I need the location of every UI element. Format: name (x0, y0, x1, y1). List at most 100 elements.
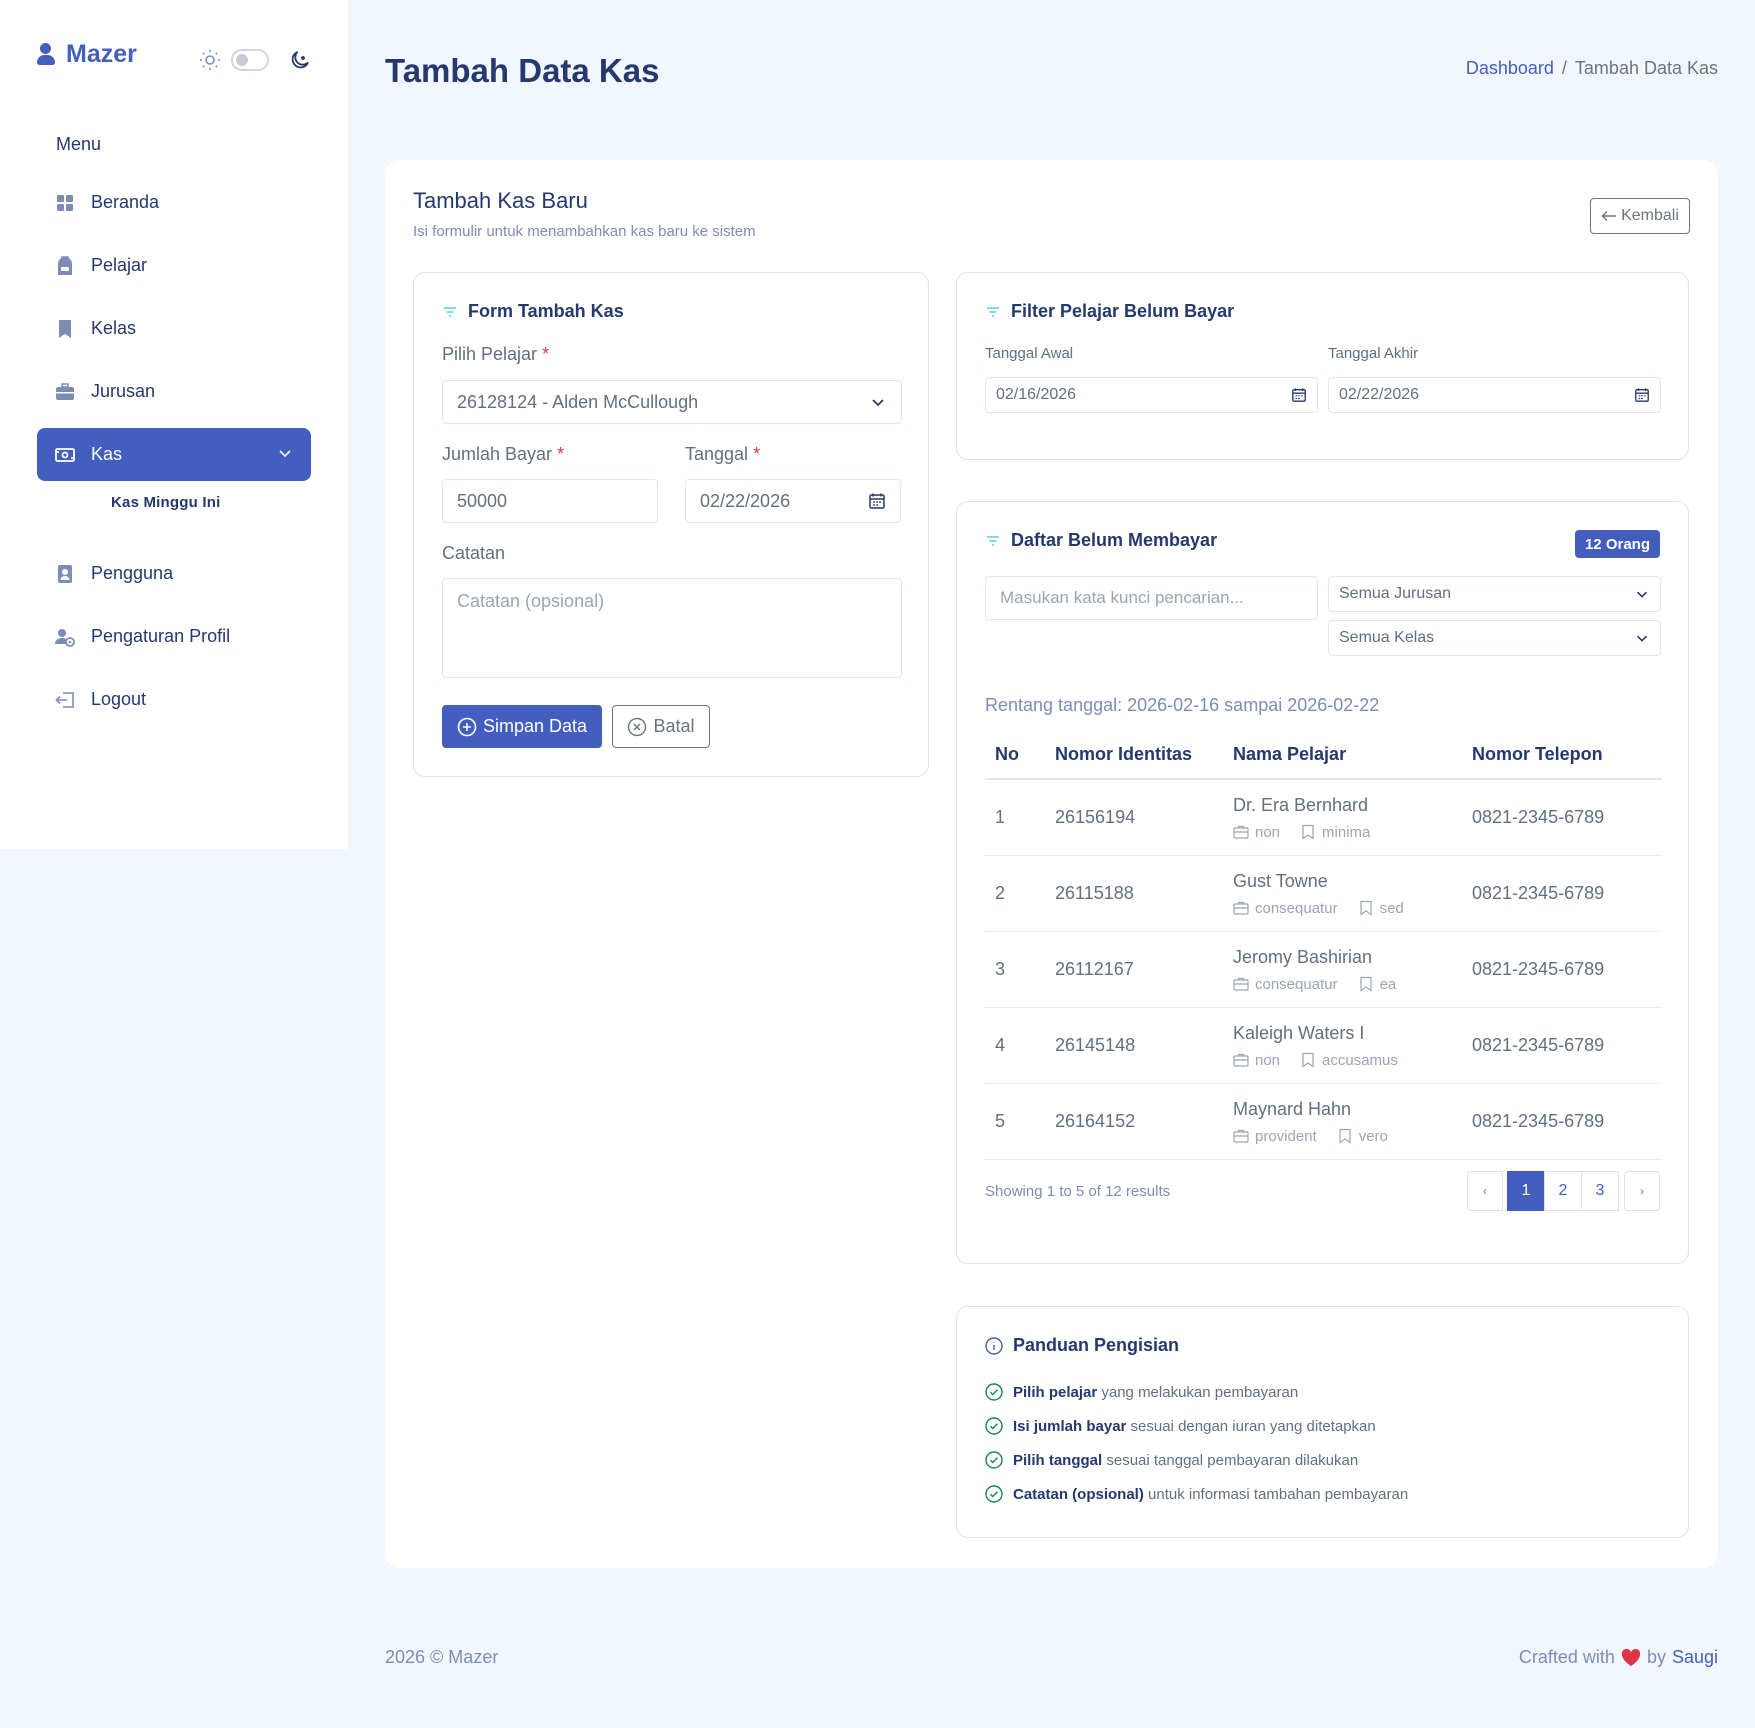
cancel-button[interactable]: Batal (612, 705, 710, 748)
sidebar: Mazer Menu Beranda Pelajar (0, 0, 348, 849)
sidebar-item-pengaturan-profil[interactable]: Pengaturan Profil (37, 610, 311, 663)
student-name: Jeromy Bashirian (1233, 946, 1373, 967)
student-label: Pilih Pelajar * (442, 344, 549, 365)
student-class: accusamus (1322, 1051, 1398, 1069)
guide-panel: Panduan Pengisian Pilih pelajar yang mel… (956, 1306, 1689, 1538)
x-circle-icon (628, 717, 647, 736)
form-panel: Form Tambah Kas Pilih Pelajar * 26128124… (413, 272, 929, 777)
sidebar-item-jurusan[interactable]: Jurusan (37, 365, 311, 418)
column-header-no: No (995, 743, 1019, 764)
guide-item: Pilih tanggal sesuai tanggal pembayaran … (985, 1443, 1408, 1477)
check-circle-icon (985, 1485, 1003, 1503)
table-row: 2 26115188 Gust Towne consequatur sed 08… (985, 856, 1662, 932)
student-major: consequatur (1255, 899, 1338, 917)
student-major: non (1255, 1051, 1281, 1069)
start-date-input[interactable]: 02/16/2026 (985, 377, 1318, 413)
row-phone: 0821-2345-6789 (1472, 883, 1605, 903)
bookmark-icon (55, 319, 75, 339)
row-name-cell: Kaleigh Waters I non accusamus (1233, 1023, 1472, 1069)
student-label-text: Pilih Pelajar (442, 344, 538, 364)
date-label: Tanggal * (685, 444, 760, 465)
backpack-icon (55, 255, 75, 276)
briefcase-icon (1233, 1129, 1249, 1143)
row-id: 26156194 (1055, 807, 1136, 827)
guide-item: Isi jumlah bayar sesuai dengan iuran yan… (985, 1409, 1408, 1443)
pagination-page-3[interactable]: 3 (1581, 1171, 1619, 1211)
sidebar-item-label: Pengguna (91, 563, 174, 583)
row-id: 26145148 (1055, 1035, 1136, 1055)
amount-label: Jumlah Bayar * (442, 444, 564, 465)
major-select[interactable]: Semua Jurusan (1328, 576, 1661, 612)
submenu-item-kas-minggu-ini[interactable]: Kas Minggu Ini (37, 481, 311, 523)
major-select-value: Semua Jurusan (1339, 585, 1452, 602)
student-class: sed (1379, 899, 1404, 917)
unpaid-table: No Nomor Identitas Nama Pelajar Nomor Te… (985, 730, 1662, 1160)
guide-item-bold: Isi jumlah bayar (1013, 1417, 1127, 1435)
chevron-down-icon (1636, 635, 1648, 642)
footer-crafted-text: Crafted with (1518, 1647, 1615, 1667)
moon-icon (291, 51, 309, 69)
sidebar-item-beranda[interactable]: Beranda (37, 176, 311, 229)
guide-item-bold: Catatan (opsional) (1013, 1485, 1144, 1503)
search-input[interactable]: Masukan kata kunci pencarian... (985, 576, 1318, 620)
amount-input[interactable]: 50000 (442, 479, 658, 523)
sidebar-item-pelajar[interactable]: Pelajar (37, 239, 311, 292)
class-select-value: Semua Kelas (1339, 629, 1435, 646)
pagination-page-2[interactable]: 2 (1544, 1171, 1582, 1211)
sidebar-item-label: Kas (91, 444, 123, 464)
person-logo-icon (36, 42, 56, 67)
briefcase-icon (1233, 977, 1249, 991)
pagination-page-1[interactable]: 1 (1507, 1171, 1545, 1211)
filter-title-text: Filter Pelajar Belum Bayar (1011, 301, 1235, 321)
row-id: 26164152 (1055, 1111, 1136, 1131)
briefcase-icon (1233, 825, 1249, 839)
pagination-next[interactable]: › (1624, 1171, 1660, 1211)
search-placeholder: Masukan kata kunci pencarian... (1000, 588, 1244, 607)
back-button[interactable]: Kembali (1590, 198, 1690, 234)
sidebar-item-kelas[interactable]: Kelas (37, 302, 311, 355)
footer-author-link[interactable]: Saugi (1671, 1647, 1718, 1667)
page-title: Tambah Data Kas (385, 52, 660, 89)
calendar-icon[interactable] (868, 492, 886, 510)
end-date-input[interactable]: 02/22/2026 (1328, 377, 1661, 413)
row-name-cell: Dr. Era Bernhard non minima (1233, 795, 1472, 841)
arrow-left-icon (1601, 211, 1617, 221)
check-circle-icon (985, 1383, 1003, 1401)
row-no: 1 (995, 807, 1006, 827)
sidebar-item-pengguna[interactable]: Pengguna (37, 547, 311, 600)
date-input[interactable]: 02/22/2026 (685, 479, 901, 523)
date-range-text: Rentang tanggal: 2026-02-16 sampai 2026-… (985, 695, 1380, 715)
calendar-icon[interactable] (1634, 387, 1650, 403)
student-class: minima (1322, 823, 1371, 841)
start-date-value: 02/16/2026 (996, 386, 1077, 403)
sidebar-nav: Beranda Pelajar Kelas Jurusan Kas (37, 176, 311, 736)
row-no: 5 (995, 1111, 1006, 1131)
note-textarea[interactable]: Catatan (opsional) (442, 578, 902, 678)
filter-icon (987, 306, 999, 317)
form-title-text: Form Tambah Kas (468, 301, 624, 321)
student-major: provident (1255, 1127, 1317, 1145)
save-button[interactable]: Simpan Data (442, 705, 602, 748)
sidebar-item-logout[interactable]: Logout (37, 673, 311, 726)
card-subtitle: Isi formulir untuk menambahkan kas baru … (413, 223, 756, 240)
footer-copyright: 2026 © Mazer (385, 1647, 499, 1667)
student-name: Kaleigh Waters I (1233, 1022, 1365, 1043)
amount-label-text: Jumlah Bayar (442, 444, 553, 464)
required-mark: * (753, 444, 761, 464)
calendar-icon[interactable] (1291, 387, 1307, 403)
sidebar-item-kas[interactable]: Kas (37, 428, 311, 481)
dark-mode-switch[interactable] (231, 49, 269, 71)
guide-item: Catatan (opsional) untuk informasi tamba… (985, 1477, 1408, 1511)
bookmark-icon (1359, 976, 1372, 992)
guide-item: Pilih pelajar yang melakukan pembayaran (985, 1375, 1408, 1409)
breadcrumb-home[interactable]: Dashboard (1465, 58, 1554, 78)
unpaid-list-panel: Daftar Belum Membayar 12 Orang Masukan k… (956, 501, 1689, 1264)
end-date-value: 02/22/2026 (1339, 386, 1420, 403)
column-header-id: Nomor Identitas (1055, 743, 1193, 764)
logout-icon (55, 690, 75, 710)
student-select[interactable]: 26128124 - Alden McCullough (442, 380, 902, 424)
brand[interactable]: Mazer (36, 40, 137, 69)
row-phone: 0821-2345-6789 (1472, 959, 1605, 979)
pagination-prev[interactable]: ‹ (1467, 1171, 1503, 1211)
class-select[interactable]: Semua Kelas (1328, 620, 1661, 656)
